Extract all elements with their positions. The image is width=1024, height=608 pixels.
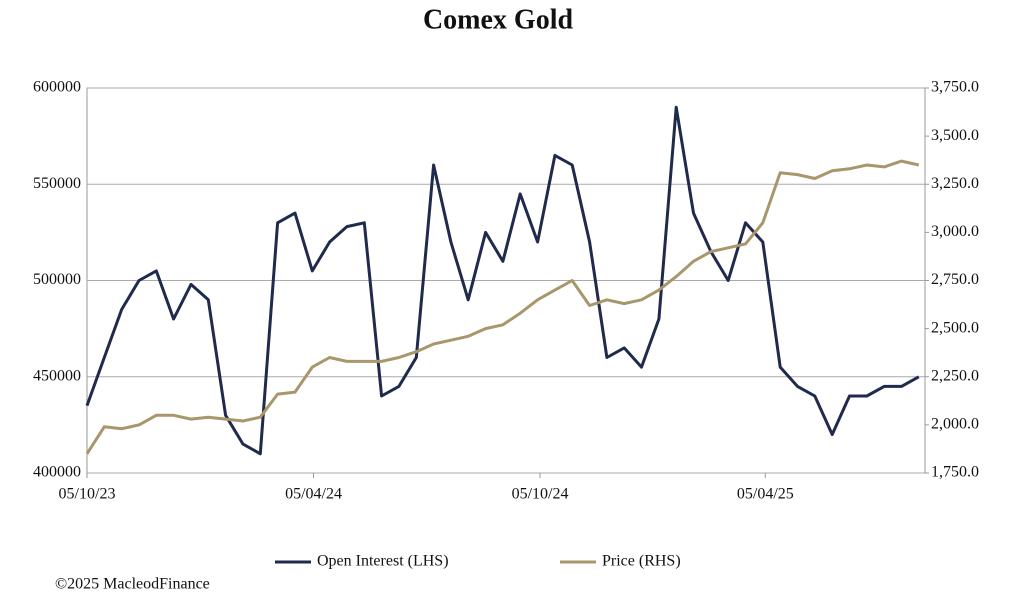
series-line xyxy=(85,159,920,455)
y2-tick-label: 3,500.0 xyxy=(931,127,979,144)
y-tick-label: 500000 xyxy=(33,271,81,288)
chart-title: Comex Gold xyxy=(423,4,574,35)
legend-label: Open Interest (LHS) xyxy=(317,553,449,570)
y2-tick-label: 2,750.0 xyxy=(931,271,979,288)
x-tick-label: 05/10/24 xyxy=(512,486,569,503)
y-tick-label: 550000 xyxy=(33,175,81,192)
y2-tick-label: 1,750.0 xyxy=(931,464,979,481)
y-tick-label: 400000 xyxy=(33,464,81,481)
series-line xyxy=(85,105,920,456)
y-tick-label: 600000 xyxy=(33,79,81,96)
y-tick-label: 450000 xyxy=(33,367,81,384)
x-tick-label: 05/04/24 xyxy=(285,486,342,503)
y2-tick-label: 2,500.0 xyxy=(931,319,979,336)
x-tick-label: 05/04/25 xyxy=(737,486,794,503)
y2-tick-label: 2,000.0 xyxy=(931,416,979,433)
x-tick-label: 05/10/23 xyxy=(59,486,116,503)
y2-tick-label: 3,000.0 xyxy=(931,223,979,240)
y2-tick-label: 2,250.0 xyxy=(931,367,979,384)
y2-tick-label: 3,250.0 xyxy=(931,175,979,192)
footer: ©2025 MacleodFinance xyxy=(55,576,210,593)
legend-label: Price (RHS) xyxy=(602,553,681,570)
y2-tick-label: 3,750.0 xyxy=(931,79,979,96)
